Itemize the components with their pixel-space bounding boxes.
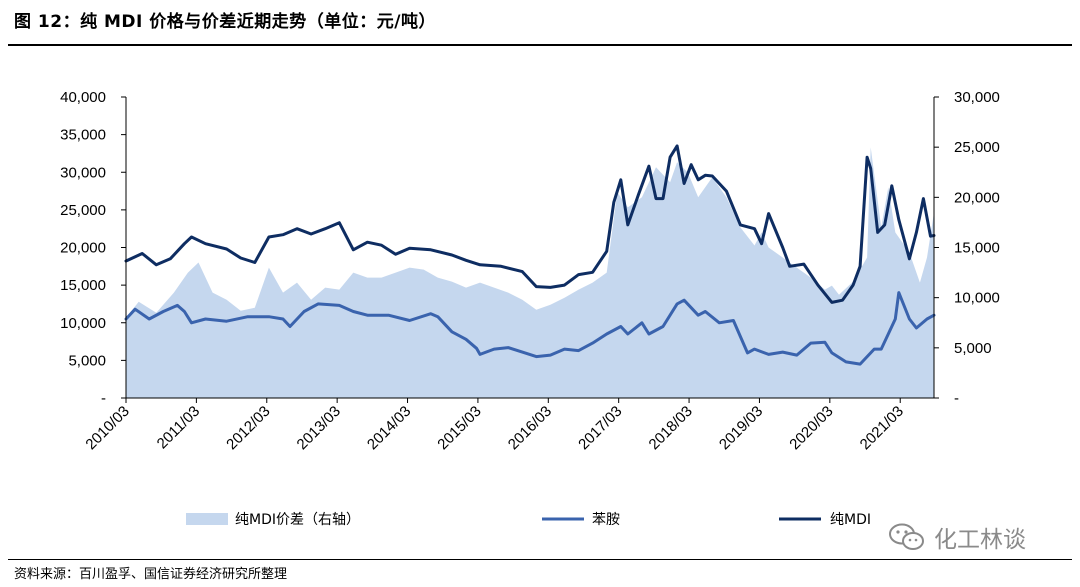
- x-tick-label: 2012/03: [223, 403, 273, 453]
- y-right-tick-label: 30,000: [954, 89, 1000, 106]
- y-left-tick-label: 20,000: [60, 240, 106, 257]
- x-tick-label: 2014/03: [364, 403, 414, 453]
- y-right-tick-label: -: [954, 390, 959, 407]
- y-left-tick-label: 40,000: [60, 89, 106, 106]
- y-right-tick-label: 25,000: [954, 139, 1000, 156]
- legend-label: 纯MDI价差（右轴）: [235, 512, 360, 528]
- y-left-tick-label: -: [101, 390, 106, 407]
- y-left-tick-label: 35,000: [60, 127, 106, 144]
- legend-label: 纯MDI: [830, 512, 871, 528]
- watermark: 化工林谈: [888, 520, 1026, 554]
- x-tick-label: 2017/03: [575, 403, 625, 453]
- source-note: 资料来源：百川盈孚、国信证券经济研究所整理: [14, 567, 288, 582]
- y-right-tick-label: 15,000: [954, 240, 1000, 257]
- y-right-tick-label: 5,000: [954, 340, 992, 357]
- x-tick-label: 2013/03: [294, 403, 344, 453]
- y-left-tick-label: 30,000: [60, 164, 106, 181]
- legend-label: 苯胺: [592, 511, 620, 528]
- y-right-tick-label: 20,000: [954, 189, 1000, 206]
- watermark-text: 化工林谈: [934, 527, 1026, 553]
- x-tick-label: 2019/03: [716, 403, 766, 453]
- x-tick-label: 2016/03: [505, 403, 555, 453]
- y-left-tick-label: 10,000: [60, 315, 106, 332]
- x-tick-label: 2020/03: [786, 403, 836, 453]
- legend: 纯MDI价差（右轴） 苯胺 纯MDI: [186, 511, 871, 528]
- x-tick-label: 2011/03: [154, 403, 204, 453]
- title-divider: [8, 44, 1072, 46]
- x-tick-label: 2010/03: [82, 403, 132, 453]
- y-left-tick-label: 5,000: [68, 352, 106, 369]
- series-line-2: [124, 144, 936, 304]
- footer-divider: [8, 559, 1072, 560]
- x-tick-label: 2021/03: [857, 403, 907, 453]
- x-tick-label: 2015/03: [434, 403, 484, 453]
- wechat-icon: [889, 523, 924, 550]
- y-left-tick-label: 15,000: [60, 277, 106, 294]
- spread-area-layer: [126, 147, 934, 398]
- legend-swatch-area: [186, 513, 228, 525]
- y-left-tick-label: 25,000: [60, 202, 106, 219]
- chart-title: 图 12：纯 MDI 价格与价差近期走势（单位：元/吨）: [14, 12, 436, 32]
- x-tick-label: 2018/03: [646, 403, 696, 453]
- y-right-tick-label: 10,000: [954, 290, 1000, 307]
- series-line-1: [124, 291, 936, 366]
- series-area-0: [126, 147, 934, 398]
- price-lines-layer: [124, 144, 936, 366]
